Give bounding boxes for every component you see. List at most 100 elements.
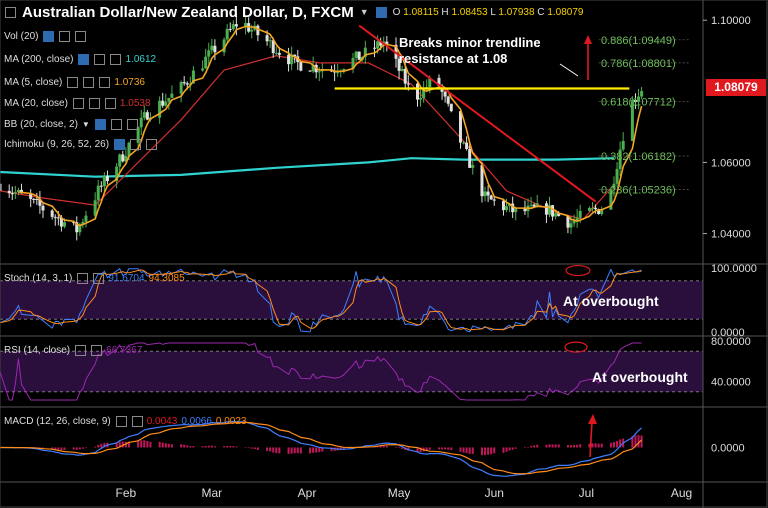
eye-icon[interactable] [94, 119, 106, 130]
eye-icon[interactable] [43, 31, 55, 42]
fib-level-label: 0.618(1.07712) [601, 97, 676, 109]
candle-body [403, 68, 407, 84]
macd-histogram-bar [425, 447, 428, 451]
eye-icon[interactable] [114, 139, 126, 150]
candle-body [471, 165, 475, 168]
gear-icon[interactable] [88, 98, 100, 109]
legend-ichimoku[interactable]: Ichimoku (9, 26, 52, 26) [4, 139, 158, 150]
candle-body [99, 185, 103, 187]
candle-body [566, 216, 570, 228]
collapse-icon[interactable] [5, 6, 16, 18]
macd-histogram-bar [576, 444, 579, 448]
gear-icon[interactable] [59, 31, 71, 42]
candle-body [597, 209, 601, 215]
gear-icon[interactable] [83, 77, 95, 88]
candle-body [170, 93, 174, 98]
macd-tick-label: 0.0000 [711, 442, 745, 454]
legend-bb[interactable]: BB (20, close, 2) ▼ [4, 119, 138, 130]
legend-stoch[interactable]: Stoch (14, 3, 1) 91.6704 94.3085 [4, 273, 185, 284]
legend-vol[interactable]: Vol (20) [4, 31, 87, 42]
rsi-overbought-marker [564, 341, 588, 353]
macd-histogram-bar [103, 442, 106, 448]
macd-histogram-bar [100, 443, 103, 448]
candle-body [7, 190, 11, 194]
candle-body [640, 91, 644, 97]
macd-histogram-bar [527, 446, 530, 448]
macd-histogram-bar [207, 445, 210, 448]
gear-icon[interactable] [130, 139, 142, 150]
ohlc-readout: O 1.08115 H 1.08453 L 1.07938 C 1.08079 [392, 6, 584, 18]
macd-histogram-bar [312, 447, 315, 453]
candle-body [16, 189, 20, 193]
gear-icon[interactable] [110, 119, 122, 130]
macd-histogram-bar [232, 446, 235, 448]
macd-histogram-bar [536, 444, 539, 448]
rsi-pane [0, 341, 703, 401]
close-icon[interactable] [75, 31, 87, 42]
legend-macd[interactable]: MACD (12, 26, close, 9) 0.0043 0.0066 0.… [4, 416, 247, 427]
macd-histogram-bar [450, 447, 453, 451]
legend-ma5[interactable]: MA (5, close) 1.0736 [4, 77, 145, 88]
close-icon[interactable] [126, 119, 138, 130]
legend-ma20[interactable]: MA (20, close) 1.0538 [4, 98, 151, 109]
candle-body [185, 83, 189, 85]
up-arrow-macd [589, 420, 593, 458]
macd-histogram-bar [235, 446, 238, 448]
eye-icon[interactable] [72, 98, 84, 109]
candle-body [96, 185, 100, 201]
settings-icon[interactable] [375, 6, 387, 18]
candle-body [373, 47, 377, 49]
close-icon[interactable] [131, 416, 143, 427]
candle-body [505, 206, 509, 211]
eye-icon[interactable] [67, 77, 79, 88]
close-icon[interactable] [146, 139, 158, 150]
candle-body [523, 207, 527, 212]
macd-histogram-bar [609, 442, 612, 448]
legend-rsi[interactable]: RSI (14, close) 66.7367 [4, 345, 143, 356]
candle-body [397, 58, 401, 71]
candle-body [317, 71, 321, 73]
close-icon[interactable] [93, 273, 105, 284]
macd-histogram-bar [309, 447, 312, 454]
macd-histogram-bar [502, 447, 505, 453]
gear-icon[interactable] [94, 54, 106, 65]
close-icon[interactable] [91, 345, 103, 356]
candle-body [462, 142, 466, 144]
candle-body [277, 52, 281, 55]
macd-histogram-bar [54, 447, 57, 450]
candle-body [213, 45, 217, 53]
legend-ma200[interactable]: MA (200, close) 1.0612 [4, 54, 157, 65]
macd-histogram-bar [342, 447, 345, 450]
close-icon[interactable] [99, 77, 111, 88]
macd-histogram-bar [551, 444, 554, 448]
candle-body [35, 198, 39, 200]
macd-histogram-bar [223, 446, 226, 448]
gear-icon[interactable] [77, 273, 89, 284]
macd-histogram-bar [293, 447, 296, 454]
candle-body [419, 97, 423, 100]
close-icon[interactable] [104, 98, 116, 109]
close-icon[interactable] [110, 54, 122, 65]
candle-body [465, 142, 469, 149]
candle-body [145, 112, 149, 120]
candle-body [204, 56, 208, 69]
candle-body [422, 87, 426, 98]
macd-histogram-bar [118, 441, 121, 448]
candle-body [210, 45, 214, 51]
candle-body [406, 83, 410, 85]
date-tick-label: Mar [201, 486, 222, 500]
dropdown-icon[interactable]: ▼ [359, 7, 369, 17]
rsi-tick-label: 40.0000 [711, 377, 751, 389]
macd-histogram-bar [545, 444, 548, 448]
candle-body [167, 97, 171, 102]
gear-icon[interactable] [115, 416, 127, 427]
macd-histogram-bar [523, 447, 526, 448]
candle-body [551, 205, 555, 217]
eye-icon[interactable] [78, 54, 90, 65]
candle-body [62, 222, 66, 227]
candle-body [56, 217, 60, 219]
gear-icon[interactable] [75, 345, 87, 356]
symbol-title: Australian Dollar/New Zealand Dollar, D,… [22, 3, 354, 21]
macd-histogram-bar [514, 447, 517, 449]
candle-body [600, 209, 604, 215]
